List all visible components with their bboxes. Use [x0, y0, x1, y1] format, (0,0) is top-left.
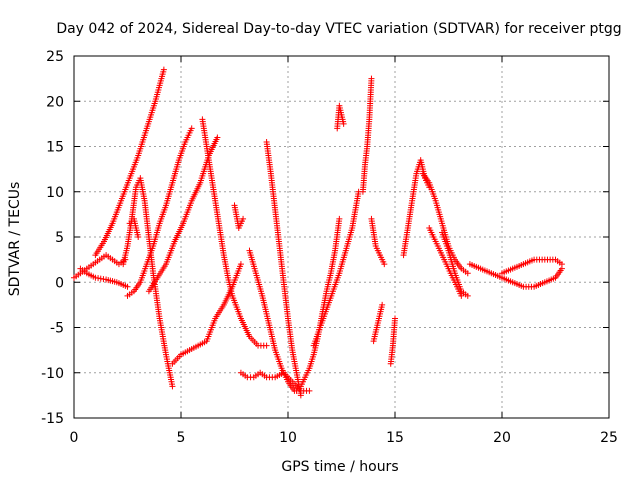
y-tick-label: -5: [50, 321, 64, 337]
x-tick-label: 10: [279, 430, 297, 446]
data-point: [379, 301, 386, 308]
data-point: [240, 215, 247, 222]
data-point: [297, 392, 304, 399]
x-tick-label: 20: [493, 430, 511, 446]
y-tick-label: 5: [55, 230, 64, 246]
data-points: [71, 66, 565, 399]
data-point: [392, 315, 398, 322]
data-point: [124, 283, 131, 290]
y-tick-label: 10: [46, 185, 64, 201]
y-tick-label: 15: [46, 140, 64, 156]
data-point: [263, 342, 270, 349]
x-tick-label: 15: [386, 430, 404, 446]
y-tick-label: -10: [41, 366, 64, 382]
data-point: [368, 75, 375, 82]
data-point: [237, 261, 244, 268]
data-point: [340, 120, 347, 127]
data-point: [381, 261, 388, 268]
data-point: [558, 261, 565, 268]
data-point: [188, 125, 195, 132]
data-point: [336, 215, 343, 222]
chart-title: Day 042 of 2024, Sidereal Day-to-day VTE…: [56, 21, 621, 37]
data-point: [160, 66, 167, 73]
axes: 0 5 10 15 20 25 -15 -10 -5 0 5 10 15 20 25: [41, 49, 618, 446]
y-tick-label: 0: [55, 275, 64, 291]
data-point: [135, 234, 142, 240]
data-point: [169, 383, 176, 390]
data-point: [306, 387, 313, 394]
x-tick-label: 25: [600, 430, 618, 446]
y-tick-label: 20: [46, 94, 64, 110]
y-axis-label: SDTVAR / TECUs: [7, 182, 23, 297]
x-tick-label: 5: [177, 430, 186, 446]
x-tick-label: 0: [70, 430, 79, 446]
x-axis-label: GPS time / hours: [281, 459, 398, 475]
data-point: [464, 270, 471, 277]
grid-lines: [74, 56, 609, 418]
data-point: [214, 134, 221, 141]
y-tick-label: -15: [41, 411, 64, 427]
y-tick-label: 25: [46, 49, 64, 65]
data-point: [464, 292, 471, 299]
